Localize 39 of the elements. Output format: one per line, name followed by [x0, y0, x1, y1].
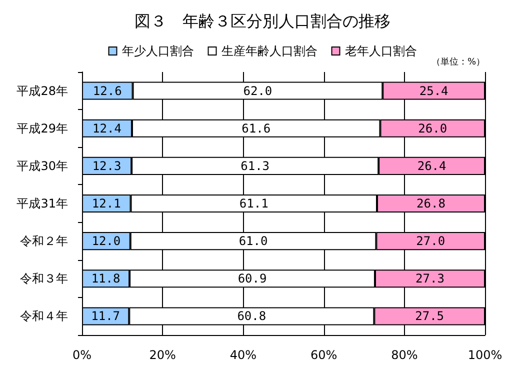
data-label: 61.3 — [240, 158, 270, 173]
x-tick-label: 40% — [230, 348, 257, 362]
data-label: 27.0 — [416, 234, 446, 248]
data-label: 12.1 — [92, 196, 121, 210]
data-label: 62.0 — [243, 84, 272, 98]
x-tick-label: 80% — [391, 348, 418, 362]
y-tick-label: 平成30年 — [16, 158, 68, 173]
data-label: 61.6 — [242, 121, 271, 136]
y-tick-label: 平成29年 — [16, 121, 68, 136]
data-label: 61.1 — [239, 196, 268, 210]
x-tick-label: 60% — [310, 348, 338, 362]
y-tick-label: 平成31年 — [16, 196, 68, 210]
data-label: 60.9 — [238, 272, 267, 286]
chart-title: 図３ 年齢３区分別人口割合の推移 — [134, 12, 390, 30]
data-label: 26.4 — [417, 158, 446, 173]
data-label: 11.8 — [91, 272, 120, 286]
legend-label: 生産年齢人口割合 — [221, 44, 318, 58]
data-label: 12.0 — [92, 234, 121, 248]
text: （単位：%） — [431, 56, 486, 68]
data-label: 27.3 — [416, 272, 444, 286]
data-label: 25.4 — [419, 84, 448, 98]
y-tick-label: 平成28年 — [16, 84, 68, 98]
data-label: 12.3 — [92, 158, 122, 173]
data-label: 61.0 — [238, 234, 268, 248]
data-label: 27.5 — [415, 309, 444, 324]
x-tick-label: 0% — [72, 348, 92, 362]
y-tick-label: 令和３年 — [20, 272, 68, 286]
legend-label: 年少人口割合 — [122, 44, 194, 58]
x-tick-label: 20% — [149, 348, 176, 362]
y-tick-label: 令和４年 — [20, 309, 68, 324]
x-tick-label: 100% — [468, 348, 502, 362]
data-label: 12.4 — [92, 121, 122, 136]
data-label: 12.6 — [92, 84, 122, 98]
data-label: 26.0 — [418, 121, 448, 136]
data-label: 11.7 — [91, 309, 120, 324]
data-label: 26.8 — [416, 196, 446, 210]
data-label: 60.8 — [237, 309, 266, 324]
y-tick-label: 令和２年 — [20, 234, 68, 248]
legend-label: 老年人口割合 — [344, 44, 417, 58]
